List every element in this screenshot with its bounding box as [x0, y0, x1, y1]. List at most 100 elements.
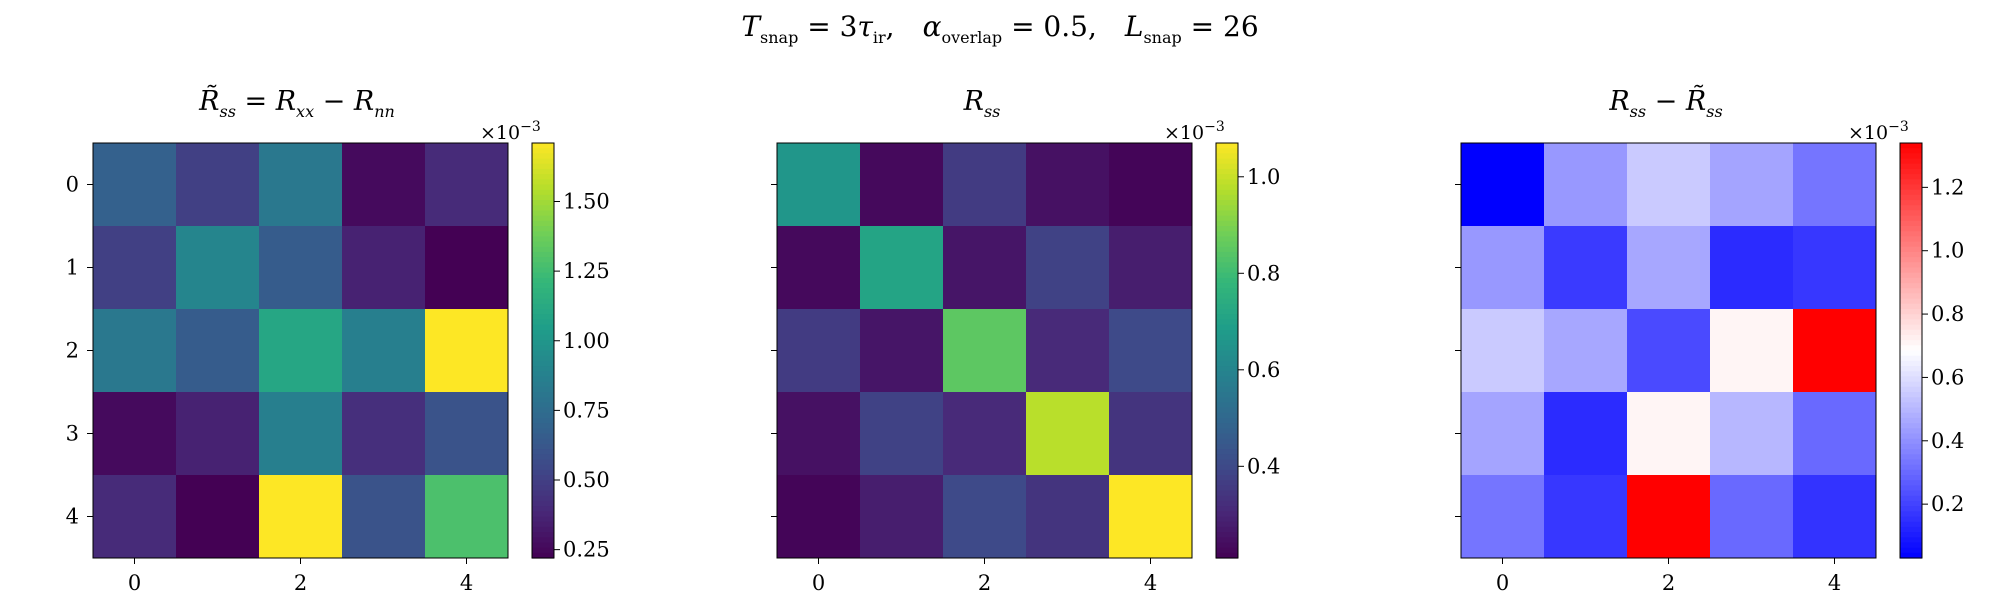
heatmap-cell-r3-c1 — [860, 392, 944, 476]
colorbar-segment — [1216, 443, 1238, 450]
colorbar-segment — [532, 366, 554, 372]
colorbar-segment — [1216, 480, 1238, 486]
colorbar-segment — [1216, 200, 1238, 206]
colorbar-segment — [532, 449, 554, 455]
heatmap-cell-r2-c1 — [860, 309, 944, 393]
heatmap-cell-r0-c1 — [176, 143, 260, 227]
colorbar-tick-label: 0.4 — [1247, 454, 1280, 478]
colorbar-segment — [1900, 262, 1922, 269]
colorbar-segment — [532, 532, 554, 538]
colorbar-segment — [532, 423, 554, 429]
colorbar-segment — [1900, 251, 1922, 258]
colorbar-segment — [1900, 267, 1922, 274]
heatmap-panel-2: 0 2 4 0.2 0.4 0.6 0.8 1.0 1.2 — [1455, 142, 1964, 595]
colorbar-segment — [1900, 340, 1922, 346]
heatmap-panel-1: 0 2 4 0.4 0.6 0.8 1.0 — [771, 142, 1280, 595]
colorbar-segment — [1900, 542, 1922, 549]
colorbar-tick-label: 0.8 — [1247, 261, 1280, 285]
colorbar-tick-label: 0.6 — [1247, 358, 1280, 382]
heatmap-cell-r1-c2 — [259, 226, 343, 310]
colorbar-segment — [1216, 516, 1238, 523]
colorbar-segment — [532, 397, 554, 403]
colorbar-segment — [1216, 449, 1238, 455]
colorbar-tick-label: 0.6 — [1931, 365, 1964, 389]
panel-title-rss-difference: Rss − R̃ss — [1608, 84, 1722, 121]
heatmap-cell-r2-c3 — [1026, 309, 1110, 393]
heatmap-cell-r4-c0 — [777, 475, 861, 559]
colorbar-segment — [1216, 371, 1238, 378]
heatmap-cell-r0-c2 — [943, 143, 1027, 227]
colorbar-segment — [1216, 340, 1238, 346]
colorbar-segment — [1900, 402, 1922, 409]
colorbar-segment — [1900, 423, 1922, 429]
heatmap-cell-r4-c2 — [1627, 475, 1711, 559]
colorbar-segment — [1900, 293, 1922, 300]
colorbar-segment — [532, 277, 554, 284]
colorbar-segment — [1900, 153, 1922, 160]
colorbar-segment — [1216, 293, 1238, 300]
heatmap-cell-r0-c3 — [1710, 143, 1794, 227]
colorbar-segment — [532, 200, 554, 206]
colorbar-segment — [532, 220, 554, 227]
colorbar-segment — [532, 210, 554, 217]
colorbar-segment — [1900, 200, 1922, 206]
colorbar-segment — [1216, 231, 1238, 237]
colorbar-segment — [532, 194, 554, 201]
colorbar-tick-label: 1.00 — [563, 329, 610, 353]
heatmap-cell-r2-c0 — [1461, 309, 1545, 393]
colorbar-segment — [1216, 490, 1238, 497]
colorbar-segment — [532, 454, 554, 461]
heatmap-cell-r0-c4 — [1109, 143, 1193, 227]
colorbar-segment — [1216, 407, 1238, 414]
colorbar-segment — [1216, 143, 1238, 149]
colorbar-segment — [532, 324, 554, 331]
colorbar-segment — [532, 469, 554, 476]
colorbar-segment — [1900, 334, 1922, 341]
colorbar-segment — [532, 355, 554, 362]
x-tick-label: 4 — [460, 571, 473, 595]
colorbar-segment — [1216, 179, 1238, 186]
colorbar-segment — [532, 392, 554, 398]
colorbar-segment — [1216, 459, 1238, 466]
colorbar-segment — [1216, 428, 1238, 435]
colorbar-segment — [1900, 386, 1922, 393]
colorbar-segment — [1900, 454, 1922, 461]
heatmap-cell-r4-c0 — [1461, 475, 1545, 559]
colorbar-tick-label: 1.0 — [1931, 239, 1964, 263]
colorbar-segment — [1216, 153, 1238, 160]
heatmap-cell-r4-c2 — [943, 475, 1027, 559]
heatmap-cell-r0-c0 — [777, 143, 861, 227]
colorbar-segment — [532, 386, 554, 393]
heatmap-cell-r4-c1 — [1544, 475, 1628, 559]
colorbar-segment — [532, 428, 554, 435]
y-tick-label: 0 — [66, 173, 79, 197]
colorbar-segment — [1216, 257, 1238, 263]
colorbar-segment — [1216, 376, 1238, 383]
colorbar-segment — [1900, 397, 1922, 403]
heatmap-cell-r2-c2 — [1627, 309, 1711, 393]
colorbar-segment — [1216, 423, 1238, 429]
heatmap-cell-r4-c0 — [93, 475, 177, 559]
heatmap-cell-r3-c2 — [1627, 392, 1711, 476]
x-tick-label: 4 — [1144, 571, 1157, 595]
colorbar-segment — [1216, 350, 1238, 357]
heatmap-cell-r3-c3 — [1710, 392, 1794, 476]
colorbar-segment — [1900, 163, 1922, 170]
colorbar-segment — [532, 236, 554, 243]
colorbar-segment — [1216, 485, 1238, 492]
colorbar-segment — [1216, 552, 1238, 559]
colorbar-segment — [1900, 226, 1922, 232]
colorbar-segment — [532, 402, 554, 409]
colorbar-segment — [532, 184, 554, 191]
colorbar-segment — [1216, 215, 1238, 222]
heatmap-cell-r1-c3 — [1710, 226, 1794, 310]
colorbar-segment — [1216, 314, 1238, 320]
colorbar-segment — [1900, 500, 1922, 507]
colorbar-segment — [532, 345, 554, 352]
colorbar-segment — [1216, 220, 1238, 227]
colorbar-tick-label: 0.8 — [1931, 302, 1964, 326]
colorbar-segment — [1900, 231, 1922, 237]
colorbar-segment — [1900, 547, 1922, 554]
colorbar-segment — [1900, 516, 1922, 523]
colorbar-segment — [1900, 521, 1922, 528]
